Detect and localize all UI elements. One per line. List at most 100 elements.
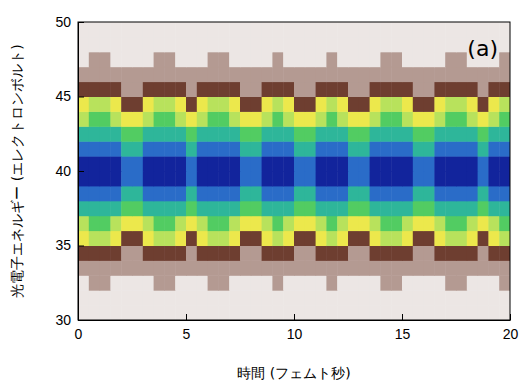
cell — [78, 111, 89, 126]
cell — [240, 22, 251, 37]
cell — [359, 141, 370, 156]
cell — [413, 290, 424, 305]
cell — [197, 246, 208, 261]
cell — [316, 111, 327, 126]
cell — [78, 275, 89, 290]
cell — [467, 82, 478, 97]
cell — [283, 97, 294, 112]
cell — [283, 156, 294, 171]
cell — [100, 37, 111, 52]
cell — [78, 171, 89, 186]
cell — [164, 231, 175, 246]
cell — [240, 290, 251, 305]
y-tick-mark — [78, 97, 84, 98]
cell — [208, 22, 219, 37]
cell — [218, 67, 229, 82]
cell — [272, 111, 283, 126]
cell — [391, 305, 402, 320]
cell — [478, 216, 489, 231]
cell — [456, 52, 467, 67]
cell — [499, 52, 510, 67]
cell — [456, 141, 467, 156]
cell — [348, 67, 359, 82]
cell — [89, 305, 100, 320]
cell — [294, 67, 305, 82]
cell — [197, 82, 208, 97]
cell — [402, 275, 413, 290]
cell — [467, 275, 478, 290]
cell — [370, 37, 381, 52]
cell — [445, 126, 456, 141]
cell — [154, 260, 165, 275]
cell — [283, 111, 294, 126]
cell — [240, 275, 251, 290]
cell — [78, 126, 89, 141]
cell — [391, 275, 402, 290]
cell — [100, 260, 111, 275]
cell — [359, 186, 370, 201]
cell — [143, 290, 154, 305]
cell — [121, 246, 132, 261]
cell — [348, 275, 359, 290]
cell — [402, 126, 413, 141]
cell — [121, 67, 132, 82]
cell — [262, 97, 273, 112]
cell — [402, 201, 413, 216]
cell — [348, 111, 359, 126]
cell — [154, 156, 165, 171]
cell — [456, 82, 467, 97]
cell — [197, 52, 208, 67]
cell — [348, 126, 359, 141]
cell — [434, 275, 445, 290]
cell — [499, 246, 510, 261]
cell — [380, 171, 391, 186]
cell — [305, 246, 316, 261]
cell — [154, 97, 165, 112]
cell — [100, 201, 111, 216]
cell — [218, 216, 229, 231]
cell — [272, 22, 283, 37]
cell — [434, 171, 445, 186]
cell — [89, 275, 100, 290]
x-tick-label: 20 — [503, 326, 519, 342]
cell — [251, 37, 262, 52]
cell — [272, 275, 283, 290]
cell — [445, 82, 456, 97]
cell — [208, 246, 219, 261]
cell — [175, 82, 186, 97]
cell — [229, 246, 240, 261]
cell — [208, 82, 219, 97]
cell — [251, 216, 262, 231]
cell — [164, 260, 175, 275]
cell — [359, 246, 370, 261]
cell — [121, 231, 132, 246]
cell — [218, 186, 229, 201]
cell — [499, 22, 510, 37]
cell — [229, 216, 240, 231]
cell — [326, 186, 337, 201]
cell — [370, 290, 381, 305]
cell — [89, 201, 100, 216]
cell — [78, 186, 89, 201]
cell — [143, 97, 154, 112]
cell — [348, 246, 359, 261]
y-tick-label: 35 — [55, 237, 71, 253]
cell — [456, 97, 467, 112]
cell — [218, 52, 229, 67]
cell — [175, 186, 186, 201]
cell — [132, 290, 143, 305]
cell — [370, 97, 381, 112]
cell — [445, 111, 456, 126]
cell — [391, 171, 402, 186]
cell — [294, 111, 305, 126]
cell — [445, 275, 456, 290]
cell — [208, 37, 219, 52]
cell — [467, 186, 478, 201]
cell — [175, 216, 186, 231]
cell — [424, 305, 435, 320]
cell — [272, 37, 283, 52]
cell — [251, 82, 262, 97]
cell — [294, 275, 305, 290]
cell — [208, 305, 219, 320]
cell — [143, 275, 154, 290]
